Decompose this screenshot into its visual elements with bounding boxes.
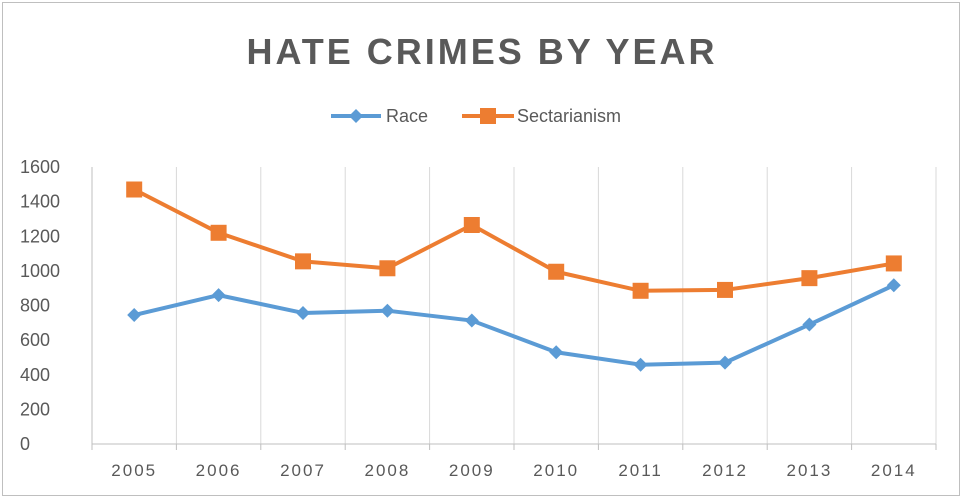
y-tick-label: 600 [20, 330, 50, 350]
x-tick-label: 2013 [786, 461, 832, 480]
data-point-race [464, 313, 479, 328]
legend-label-race: Race [386, 106, 428, 126]
x-tick-label: 2008 [364, 461, 410, 480]
x-tick-label: 2014 [871, 461, 917, 480]
y-tick-label: 200 [20, 399, 50, 419]
legend-item-sectarianism: Sectarianism [462, 106, 621, 126]
legend: Race Sectarianism [331, 106, 621, 126]
legend-label-sectarianism: Sectarianism [517, 106, 621, 126]
series-lines [126, 181, 902, 372]
gridlines [175, 167, 937, 444]
x-tick-label: 2007 [280, 461, 326, 480]
data-point-race [549, 345, 564, 360]
series-race [127, 278, 901, 372]
data-point-sectarianism [548, 263, 565, 280]
data-point-sectarianism [210, 224, 227, 241]
legend-swatch-race-marker [349, 109, 363, 123]
data-point-sectarianism [801, 270, 818, 287]
x-tick-label: 2009 [449, 461, 495, 480]
y-tick-label: 1200 [20, 226, 60, 246]
data-point-race [886, 278, 901, 293]
legend-item-race: Race [331, 106, 428, 126]
data-point-race [127, 308, 142, 323]
data-point-race [296, 305, 310, 320]
x-tick-label: 2011 [618, 461, 663, 480]
data-point-sectarianism [463, 216, 480, 233]
series-line-sectarianism [133, 187, 895, 293]
legend-swatch-sectarianism-marker [480, 108, 496, 124]
data-point-race [718, 355, 732, 370]
data-point-sectarianism [885, 255, 902, 272]
series-sectarianism [126, 181, 902, 299]
data-point-sectarianism [379, 260, 396, 277]
data-point-sectarianism [632, 282, 649, 299]
x-tick-label: 2005 [111, 461, 157, 480]
y-tick-label: 1600 [20, 157, 60, 177]
data-point-sectarianism [295, 253, 311, 270]
chart-title: HATE CRIMES BY YEAR [246, 31, 717, 72]
data-point-race [380, 303, 395, 318]
y-tick-label: 800 [20, 296, 50, 316]
x-axis-ticks: 2005 2006 2007 2008 2009 2010 2011 2012 2013 2014 [111, 461, 917, 480]
y-tick-label: 0 [20, 434, 30, 454]
axes [91, 167, 937, 450]
data-point-race [802, 317, 817, 332]
data-point-race [211, 288, 226, 303]
data-point-race [633, 357, 648, 372]
x-tick-label: 2012 [702, 461, 748, 480]
y-tick-label: 1400 [20, 192, 60, 212]
x-tick-label: 2010 [533, 461, 579, 480]
x-tick-label: 2006 [196, 461, 242, 480]
y-axis-ticks: 0 200 400 600 800 1000 1200 1400 1600 [20, 157, 60, 454]
y-tick-label: 1000 [20, 261, 60, 281]
series-line-race [133, 283, 895, 367]
y-tick-label: 400 [20, 365, 50, 385]
data-point-sectarianism [126, 181, 143, 198]
data-point-sectarianism [717, 281, 733, 298]
